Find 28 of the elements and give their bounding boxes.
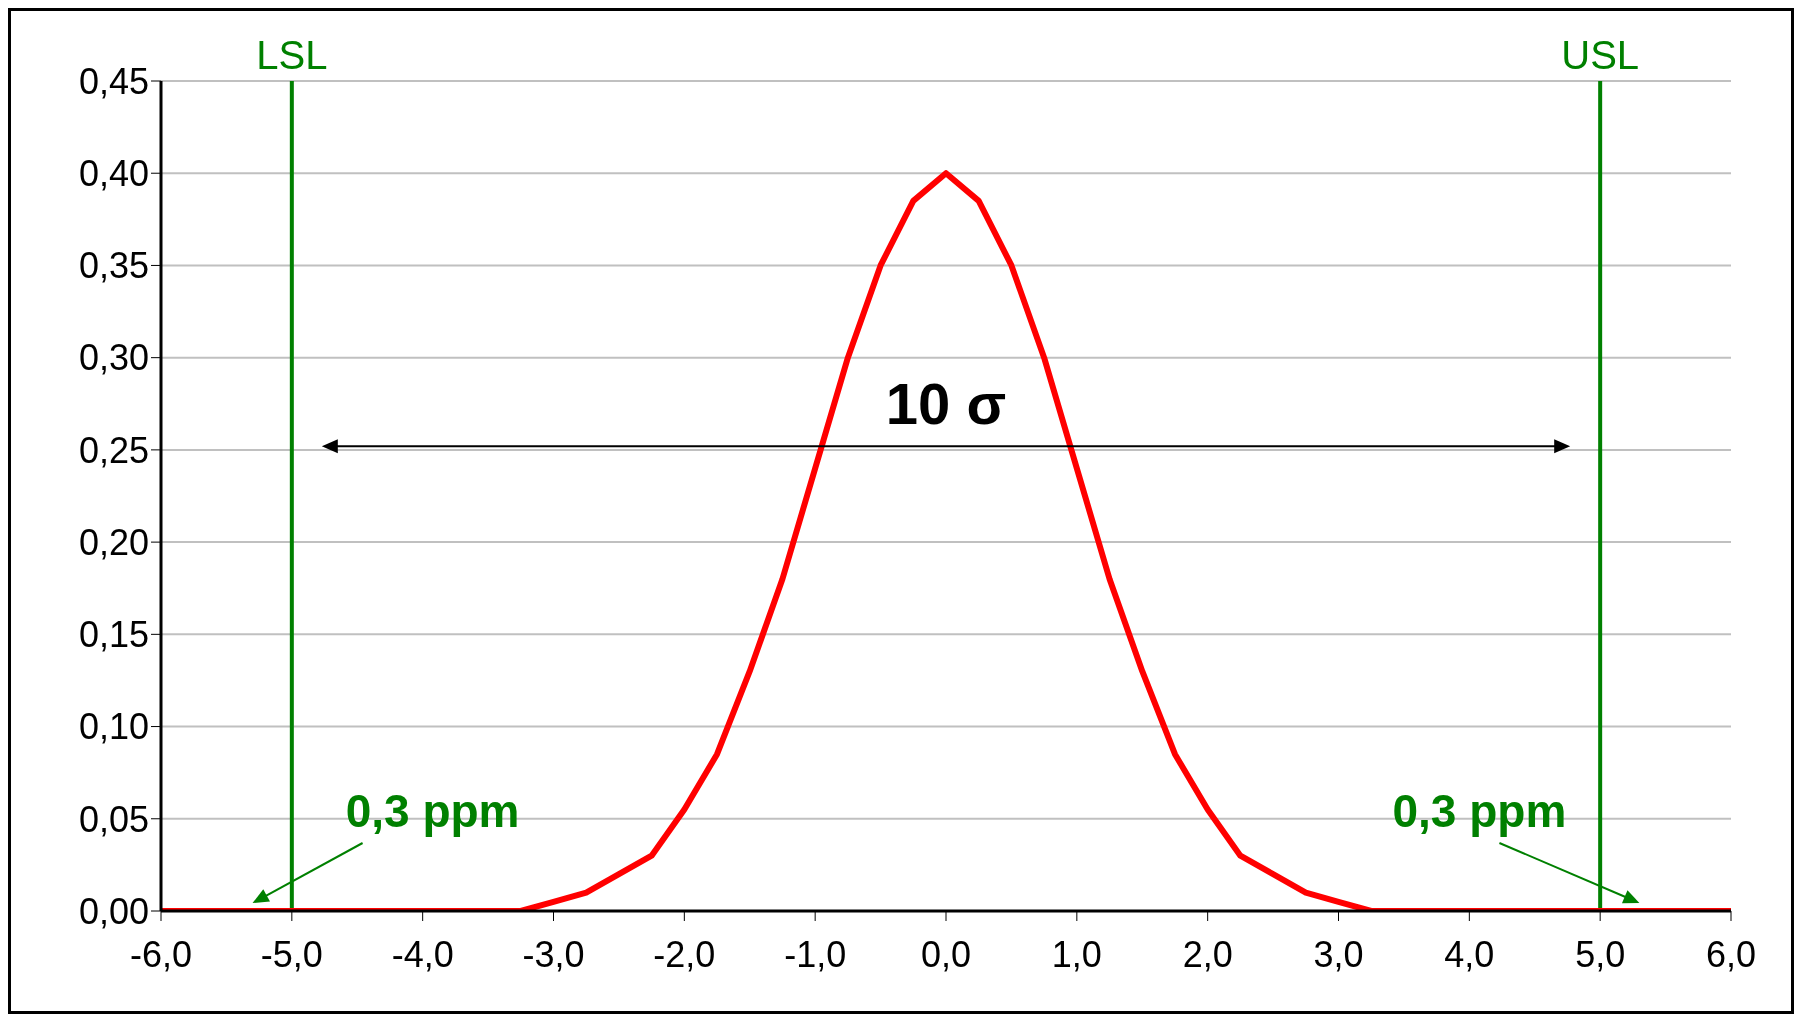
annotation: 10 σ <box>885 371 1007 437</box>
x-tick-label: 4,0 <box>1444 933 1495 975</box>
x-tick-label: 2,0 <box>1182 933 1233 975</box>
x-tick-label: 1,0 <box>1051 933 1102 975</box>
ref-line-label: USL <box>1561 33 1640 77</box>
x-tick-label: -5,0 <box>260 933 323 975</box>
annotation: 0,3 ppm <box>1392 785 1567 837</box>
y-tick-label: 0,45 <box>78 60 149 102</box>
y-tick-label: 0,10 <box>78 706 149 748</box>
x-tick-label: -3,0 <box>522 933 585 975</box>
x-tick-label: -4,0 <box>391 933 454 975</box>
y-tick-label: 0,40 <box>78 153 149 194</box>
x-tick-label: -1,0 <box>784 933 847 975</box>
y-tick-label: 0,15 <box>78 614 149 656</box>
x-tick-label: -6,0 <box>129 933 193 975</box>
y-tick-label: 0,25 <box>78 429 149 471</box>
annotation: 0,3 ppm <box>345 785 520 837</box>
y-tick-label: 0,05 <box>78 798 149 840</box>
x-tick-label: 0,0 <box>920 933 972 975</box>
x-tick-label: 3,0 <box>1313 933 1364 975</box>
y-tick-label: 0,35 <box>78 245 149 287</box>
y-tick-label: 0,30 <box>78 337 149 379</box>
x-tick-label: -2,0 <box>653 933 716 975</box>
x-tick-label: 5,0 <box>1575 933 1626 975</box>
ref-line-label: LSL <box>256 33 328 77</box>
y-tick-label: 0,00 <box>78 890 149 932</box>
x-tick-label: 6,0 <box>1705 933 1757 975</box>
y-tick-label: 0,20 <box>78 521 149 563</box>
